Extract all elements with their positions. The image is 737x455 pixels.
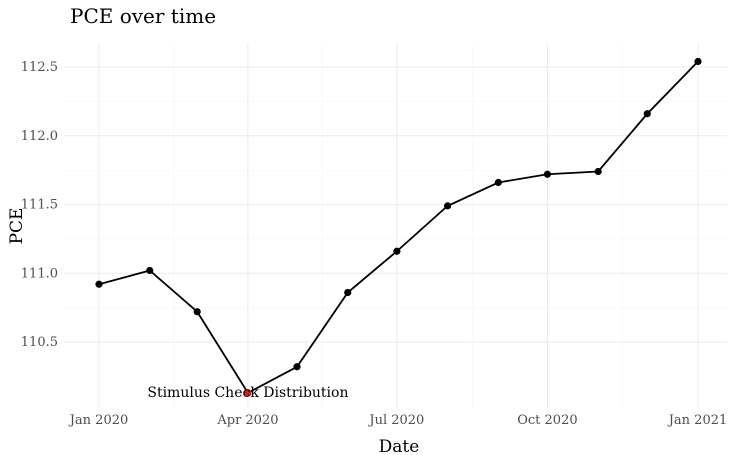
highlight-annotation-label: Stimulus Check Distribution [147,385,348,401]
y-tick-label: 112.0 [21,129,58,144]
y-axis-ticks: 110.5 111.0 111.5 112.0 112.5 [21,60,58,350]
y-tick-label: 111.5 [21,198,58,213]
pce-series-points [95,57,702,397]
data-point [193,308,201,316]
gridlines [64,44,727,408]
highlight-point [244,389,252,397]
x-tick-label: Apr 2020 [216,413,278,428]
data-point [95,280,103,288]
data-point [443,202,452,210]
data-point [393,247,401,255]
x-tick-label: Oct 2020 [517,413,577,428]
data-point [344,288,352,297]
x-axis-ticks: Jan 2020 Apr 2020 Jul 2020 Oct 2020 Jan 2021 [68,413,728,428]
pce-series-line [98,60,699,395]
data-point [293,363,301,371]
y-tick-label: 110.5 [21,335,58,350]
chart-title: PCE over time [70,4,216,28]
y-axis-label: PCE [7,208,27,245]
y-tick-label: 111.0 [21,266,58,281]
data-point [643,110,651,118]
x-axis-label: Date [379,437,420,455]
y-tick-label: 112.5 [21,60,58,75]
data-point [494,178,502,187]
data-point [543,170,552,178]
x-tick-label: Jan 2021 [667,413,728,428]
x-tick-label: Jul 2020 [367,413,424,428]
data-point [594,167,602,176]
data-point [694,57,702,66]
x-tick-label: Jan 2020 [68,413,129,428]
data-point [146,266,154,275]
